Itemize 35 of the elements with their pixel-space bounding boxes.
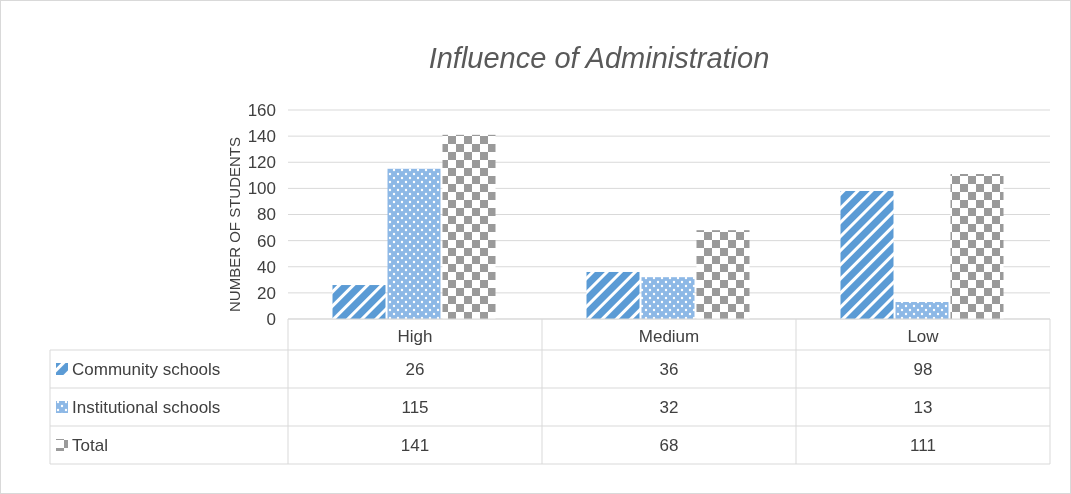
bar [332,285,386,319]
data-label: 141 [400,435,430,455]
y-tick-label: 60 [257,231,276,251]
data-label: 115 [401,397,429,417]
y-tick-label: 160 [247,100,276,120]
y-tick-label: 100 [247,179,276,199]
bar [387,168,441,319]
x-tick-label: Low [907,327,940,347]
x-tick-label: High [397,327,433,347]
bar [950,174,1004,319]
y-tick-label: 20 [257,283,276,303]
legend-label: Total [72,435,108,455]
legend-label: Community schools [72,359,221,379]
bar [586,271,640,319]
y-tick-label: 80 [257,205,276,225]
data-label: 98 [913,359,933,379]
chart-title: Influence of Administration [428,42,770,74]
y-tick-label: 40 [257,257,276,277]
data-label: 32 [659,397,679,417]
data-label: 68 [659,435,679,455]
bar [840,190,894,319]
x-tick-label: Medium [638,327,700,347]
data-label: 36 [659,359,679,379]
bar [895,302,949,319]
y-tick-label: 120 [247,153,276,173]
bar [696,230,750,319]
data-label: 111 [910,435,936,455]
bar [442,134,496,319]
legend-label: Institutional schools [72,397,221,417]
y-axis-title: NUMBER OF STUDENTS [226,136,243,313]
data-label: 26 [405,359,425,379]
data-label: 13 [913,397,933,417]
y-tick-label: 0 [266,309,276,329]
y-tick-label: 140 [247,127,276,147]
bar [641,277,695,319]
